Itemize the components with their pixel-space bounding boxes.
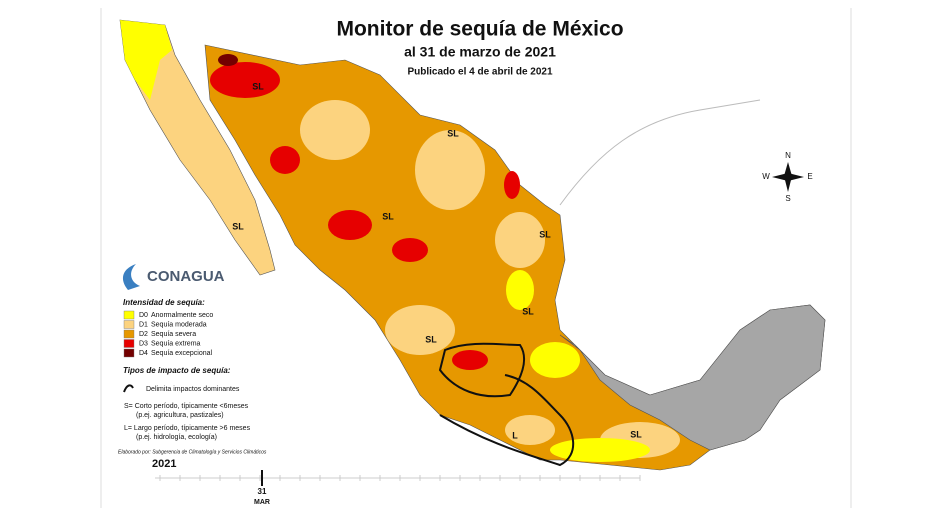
legend-swatch: [123, 329, 135, 339]
region-label: SL: [522, 306, 534, 316]
region-label: SL: [232, 221, 244, 231]
region-d0: [506, 270, 534, 310]
legend-code: D1: [139, 321, 148, 328]
legend-swatch: [123, 320, 135, 329]
impact-item: (p.ej. hidrología, ecología): [136, 434, 217, 441]
region-label: SL: [447, 128, 459, 138]
region-d1: [505, 415, 555, 445]
impact-item: (p.ej. agricultura, pastizales): [136, 412, 224, 419]
baja-yellow: [120, 20, 172, 100]
region-d1: [300, 100, 370, 160]
legend-swatch: [123, 348, 135, 358]
legend-code: D4: [139, 350, 148, 357]
legend-label: Sequía severa: [151, 331, 196, 338]
region-d1: [385, 305, 455, 355]
region-label: SL: [630, 429, 642, 439]
legend-label: Sequía excepcional: [151, 350, 213, 357]
title: Monitor de sequía de México: [336, 18, 623, 41]
timeline-date: 31: [258, 487, 267, 496]
compass-w: W: [762, 172, 770, 181]
region-d1: [415, 130, 485, 210]
legend-swatch: [123, 339, 135, 348]
region-d3: [210, 62, 280, 98]
region-d0: [550, 438, 650, 462]
impact-symbol: [123, 384, 134, 393]
compass: [772, 162, 804, 192]
region-d0: [530, 342, 580, 378]
impact-item: Delimita impactos dominantes: [146, 386, 240, 393]
impact-item: L= Largo período, típicamente >6 meses: [124, 425, 251, 432]
timeline-month: MAR: [254, 499, 270, 506]
yucatan-normal: [559, 304, 826, 451]
credit: Elaborado por: Subgerencia de Climatolog…: [118, 449, 267, 455]
logo-icon: [122, 264, 140, 290]
region-d3: [270, 146, 300, 174]
region-d4: [218, 54, 238, 66]
subtitle: al 31 de marzo de 2021: [404, 44, 556, 60]
impact-boundary: [439, 374, 575, 467]
published: Publicado el 4 de abril de 2021: [407, 67, 552, 78]
region-d3: [452, 350, 488, 370]
region-label: SL: [539, 229, 551, 239]
impact-item: S= Corto período, típicamente <6meses: [124, 403, 249, 410]
logo: CONAGUA: [147, 268, 225, 285]
legend-label: Anormalmente seco: [151, 312, 213, 319]
compass-s: S: [785, 194, 790, 203]
legend-code: D3: [139, 340, 148, 347]
region-d3: [328, 210, 372, 240]
timeline-year: 2021: [152, 458, 176, 470]
compass-n: N: [785, 151, 791, 160]
legend-title: Intensidad de sequía:: [123, 298, 205, 307]
map: [119, 19, 826, 471]
region-label: L: [512, 430, 518, 440]
baja-california: [119, 19, 276, 276]
region-d3: [504, 171, 520, 199]
compass-needle: [772, 173, 804, 181]
region-label: SL: [425, 334, 437, 344]
impact-title: Tipos de impacto de sequía:: [123, 366, 231, 375]
region-d3: [392, 238, 428, 262]
legend-label: Sequía extrema: [151, 340, 201, 347]
compass-e: E: [807, 172, 812, 181]
region-label: SL: [252, 81, 264, 91]
legend-code: D0: [139, 312, 148, 319]
legend-label: Sequía moderada: [151, 321, 207, 328]
region-d1: [495, 212, 545, 268]
gulf-coast: [559, 99, 761, 206]
impact-boundary: [438, 342, 526, 398]
legend-code: D2: [139, 331, 148, 338]
legend-swatch: [123, 310, 135, 320]
region-label: SL: [382, 211, 394, 221]
